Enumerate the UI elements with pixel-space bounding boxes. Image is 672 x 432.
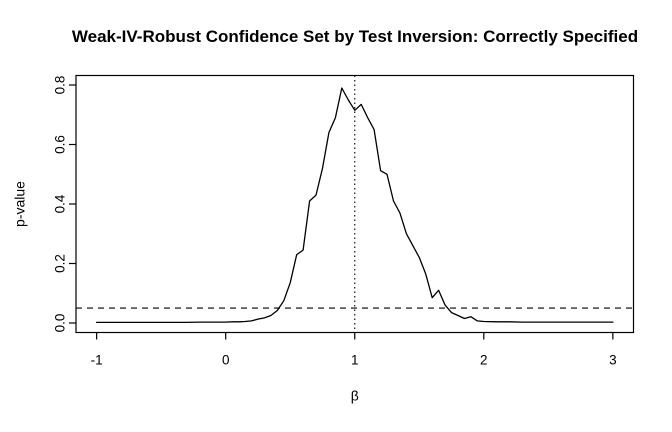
x-tick-label: -1 <box>91 353 103 368</box>
plot-box <box>75 74 635 334</box>
y-tick-label: 0.2 <box>53 254 68 273</box>
chart-title: Weak-IV-Robust Confidence Set by Test In… <box>71 27 639 46</box>
x-tick-label: 0 <box>222 353 230 368</box>
p-value-curve <box>95 87 614 324</box>
x-axis-label: β <box>351 388 359 404</box>
y-tick-label: 0.0 <box>53 314 68 333</box>
y-axis-label: p-value <box>12 181 28 227</box>
y-tick-label: 0.6 <box>53 135 68 154</box>
y-tick-label: 0.8 <box>53 76 68 95</box>
y-tick-label: 0.4 <box>53 194 68 213</box>
x-tick-label: 1 <box>351 353 359 368</box>
x-tick-label: 3 <box>609 353 617 368</box>
x-tick-label: 2 <box>480 353 488 368</box>
